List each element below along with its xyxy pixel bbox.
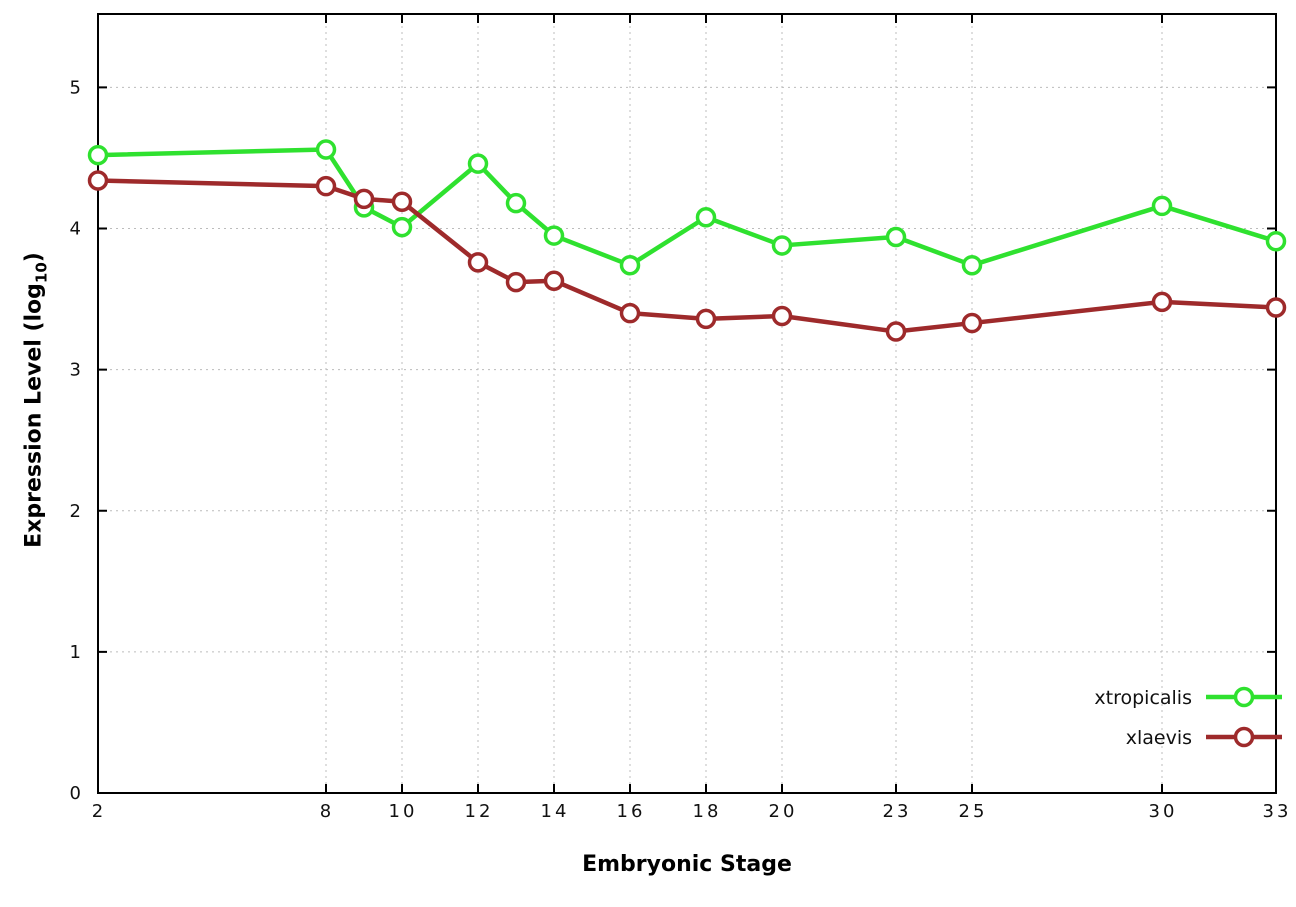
- data-point-xtropicalis: [543, 225, 565, 246]
- data-point-xtropicalis: [771, 235, 793, 256]
- x-tick-label: 12: [465, 801, 494, 822]
- data-point-xlaevis: [885, 321, 907, 342]
- data-point-xtropicalis: [505, 192, 527, 214]
- series-line-xlaevis: [97, 178, 1277, 334]
- y-axis-title-text: Expression Level (log: [21, 283, 47, 548]
- data-point-xtropicalis: [87, 144, 109, 166]
- x-axis-title: Embryonic Stage: [582, 852, 792, 877]
- legend-label-xlaevis: xlaevis: [1126, 727, 1192, 749]
- data-point-xtropicalis: [315, 139, 337, 160]
- data-point-xlaevis: [695, 308, 717, 330]
- x-tick-label: 14: [541, 801, 570, 822]
- x-tick-label: 8: [320, 801, 334, 822]
- data-point-xlaevis: [543, 270, 565, 291]
- data-point-xlaevis: [87, 170, 109, 191]
- x-tick-label: 10: [389, 801, 418, 822]
- y-axis-title-subscript: 10: [32, 262, 51, 284]
- data-point-xlaevis: [315, 175, 337, 197]
- data-point-xtropicalis: [391, 216, 413, 238]
- data-point-xlaevis: [619, 302, 641, 324]
- y-tick-label: 1: [70, 642, 84, 663]
- y-tick-label: 3: [70, 360, 84, 381]
- data-point-xtropicalis: [961, 254, 983, 276]
- data-point-xlaevis: [353, 188, 375, 210]
- data-point-xtropicalis: [619, 254, 641, 276]
- y-axis-title: Expression Level (log10): [22, 252, 51, 548]
- y-axis-title-close: ): [21, 252, 47, 263]
- x-tick-label: 23: [883, 801, 912, 822]
- data-point-xlaevis: [505, 271, 527, 293]
- legend-label-xtropicalis: xtropicalis: [1094, 687, 1192, 709]
- data-point-xtropicalis: [885, 226, 907, 248]
- x-tick-label: 30: [1149, 801, 1178, 822]
- data-point-xtropicalis: [467, 153, 489, 174]
- x-tick-label: 2: [92, 801, 106, 822]
- y-tick-label: 2: [70, 501, 84, 522]
- x-tick-label: 25: [959, 801, 988, 822]
- legend-marker-xlaevis: [1233, 726, 1255, 748]
- data-point-xlaevis: [771, 305, 793, 327]
- legend-marker-xtropicalis: [1233, 686, 1255, 708]
- data-point-xlaevis: [961, 312, 983, 334]
- series-line-xtropicalis: [97, 147, 1277, 268]
- plot-border: [97, 13, 1277, 794]
- data-point-xtropicalis: [1151, 195, 1173, 217]
- y-tick-label: 4: [70, 219, 84, 240]
- data-point-xtropicalis: [1265, 230, 1287, 252]
- data-point-xlaevis: [1265, 297, 1287, 318]
- x-tick-label: 20: [769, 801, 798, 822]
- x-tick-label: 16: [617, 801, 646, 822]
- data-point-xtropicalis: [695, 206, 717, 228]
- y-tick-label: 5: [70, 77, 84, 98]
- data-point-xlaevis: [467, 252, 489, 273]
- y-tick-label: 0: [70, 783, 84, 804]
- x-tick-label: 33: [1263, 801, 1292, 822]
- x-tick-label: 18: [693, 801, 722, 822]
- data-point-xlaevis: [391, 191, 413, 212]
- data-point-xlaevis: [1151, 291, 1173, 313]
